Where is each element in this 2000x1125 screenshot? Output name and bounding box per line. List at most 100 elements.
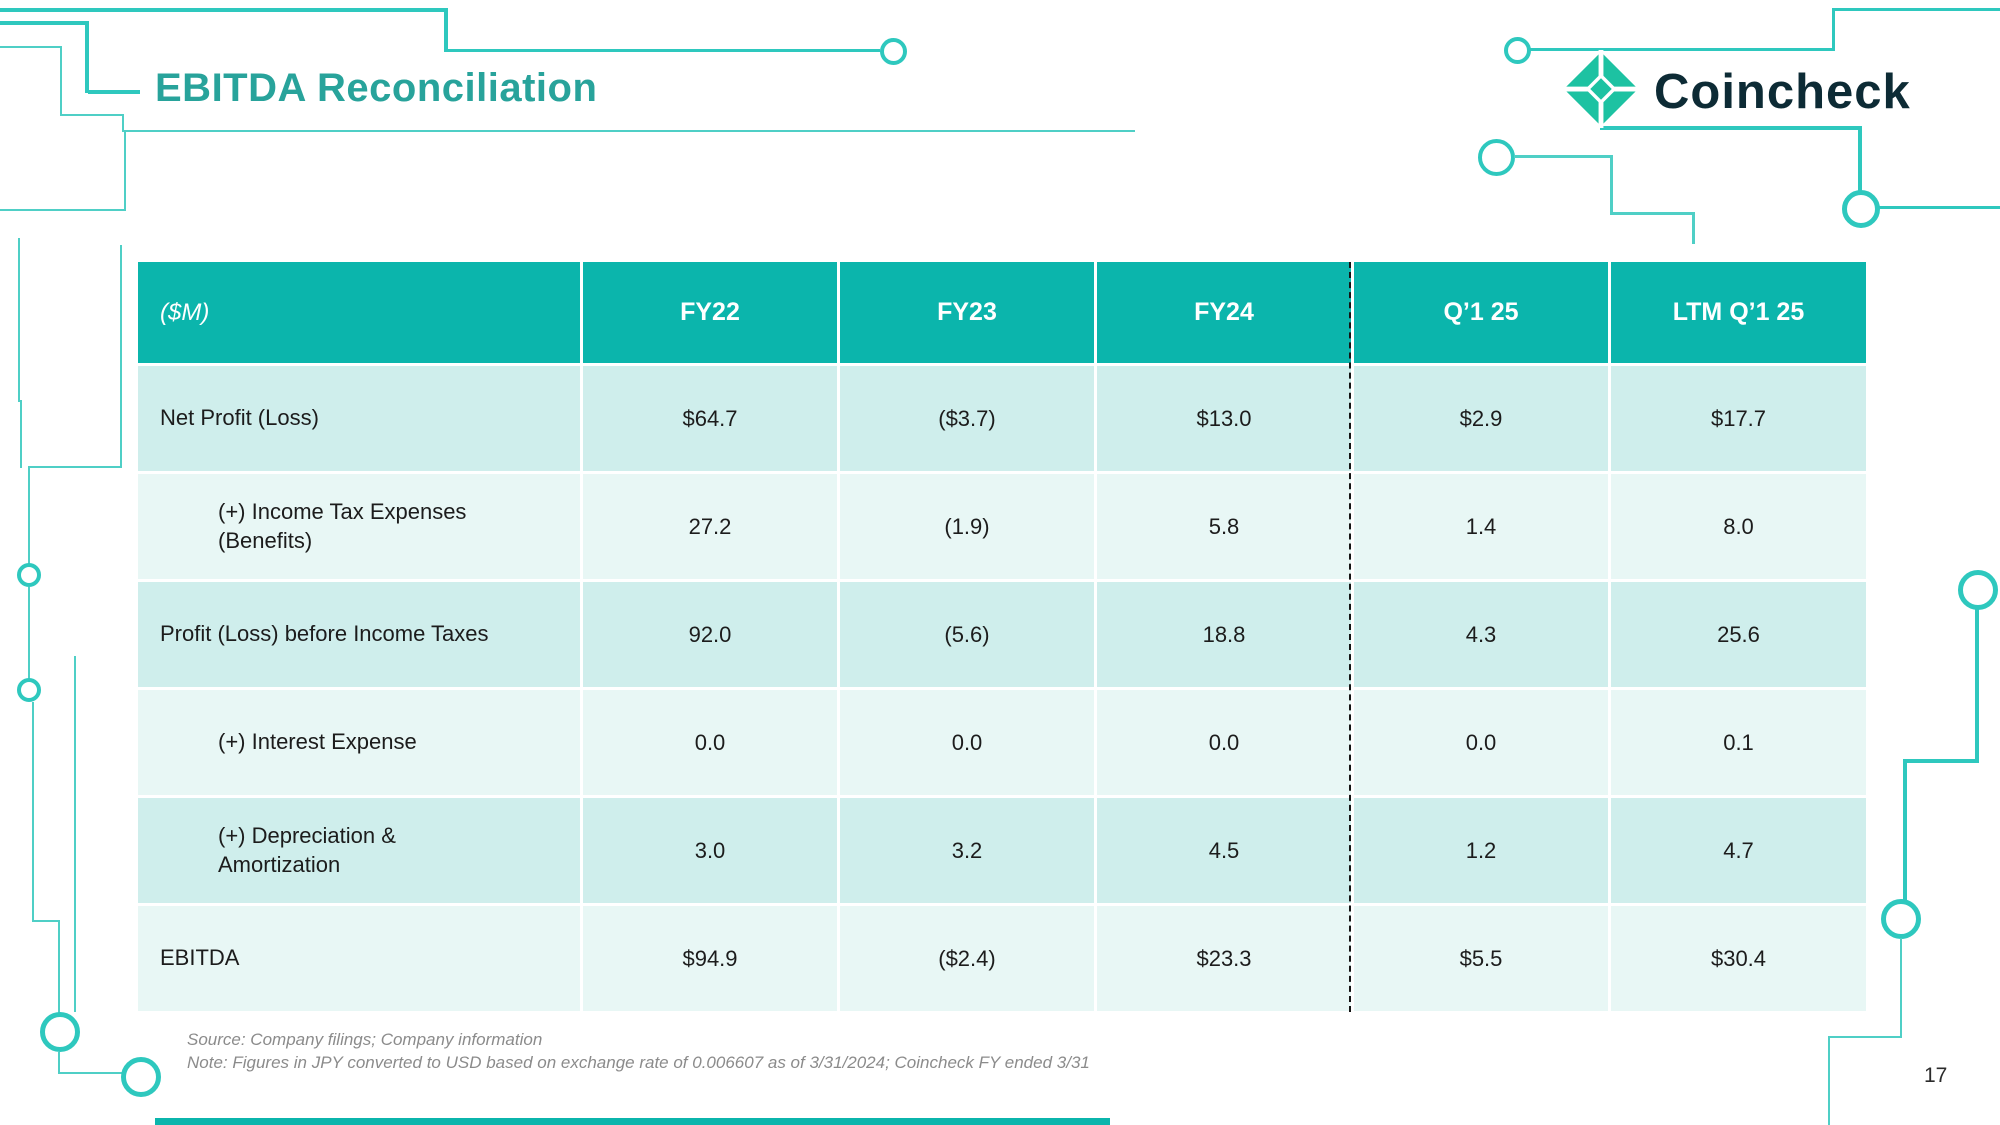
circuit-line bbox=[32, 920, 60, 922]
period-divider-dashed-line bbox=[1349, 262, 1351, 1012]
table-cell: 0.0 bbox=[1097, 690, 1351, 795]
circuit-line bbox=[20, 400, 22, 468]
circuit-line bbox=[0, 21, 88, 25]
table-cell: 4.5 bbox=[1097, 798, 1351, 903]
circuit-line bbox=[1610, 212, 1695, 215]
table-cell: 4.3 bbox=[1354, 582, 1608, 687]
circuit-line bbox=[1903, 759, 1907, 900]
source-note: Source: Company filings; Company informa… bbox=[187, 1030, 543, 1049]
circuit-line bbox=[28, 468, 30, 564]
page-number: 17 bbox=[1924, 1064, 1948, 1087]
row-label: EBITDA bbox=[138, 906, 580, 1011]
circuit-line bbox=[1610, 155, 1613, 215]
coincheck-logo: Coincheck bbox=[1562, 50, 1911, 133]
circuit-line bbox=[74, 656, 76, 1012]
circuit-line bbox=[32, 702, 34, 922]
circuit-node-circle bbox=[1881, 899, 1921, 939]
row-label: Net Profit (Loss) bbox=[138, 366, 580, 471]
coincheck-diamond-icon bbox=[1562, 50, 1640, 133]
column-header-fy23: FY23 bbox=[840, 262, 1094, 363]
table-cell: $2.9 bbox=[1354, 366, 1608, 471]
table-cell: 1.4 bbox=[1354, 474, 1608, 579]
circuit-node-circle bbox=[1504, 37, 1531, 64]
circuit-line bbox=[1903, 759, 1979, 763]
row-label: Profit (Loss) before Income Taxes bbox=[138, 582, 580, 687]
circuit-line bbox=[1530, 48, 1834, 51]
column-header-fy24: FY24 bbox=[1097, 262, 1351, 363]
table-cell: 5.8 bbox=[1097, 474, 1351, 579]
table-cell: 25.6 bbox=[1611, 582, 1866, 687]
circuit-line bbox=[1828, 1036, 1830, 1125]
circuit-node-circle bbox=[40, 1012, 80, 1052]
circuit-line bbox=[18, 238, 20, 402]
circuit-line bbox=[0, 46, 60, 48]
table-cell: $23.3 bbox=[1097, 906, 1351, 1011]
table-cell: 27.2 bbox=[583, 474, 837, 579]
circuit-line bbox=[58, 1072, 122, 1074]
circuit-node-circle bbox=[121, 1057, 161, 1097]
table-cell: 0.0 bbox=[583, 690, 837, 795]
circuit-line bbox=[1975, 609, 1979, 761]
circuit-line bbox=[60, 114, 124, 116]
circuit-line bbox=[0, 8, 447, 12]
table-cell: $13.0 bbox=[1097, 366, 1351, 471]
column-header-q1-25: Q’1 25 bbox=[1354, 262, 1608, 363]
table-cell: (5.6) bbox=[840, 582, 1094, 687]
title-underline bbox=[124, 130, 1135, 132]
table-cell: 0.0 bbox=[840, 690, 1094, 795]
circuit-line bbox=[88, 90, 140, 94]
circuit-line bbox=[1900, 938, 1902, 1038]
table-cell: $30.4 bbox=[1611, 906, 1866, 1011]
table-cell: 8.0 bbox=[1611, 474, 1866, 579]
table-cell: $5.5 bbox=[1354, 906, 1608, 1011]
circuit-line bbox=[122, 114, 124, 132]
circuit-line bbox=[85, 21, 89, 93]
circuit-line bbox=[60, 46, 62, 116]
table-cell: 0.1 bbox=[1611, 690, 1866, 795]
table-cell: (1.9) bbox=[840, 474, 1094, 579]
row-label: (+) Interest Expense bbox=[138, 690, 580, 795]
circuit-line bbox=[1832, 8, 1835, 51]
circuit-line bbox=[1832, 8, 2000, 11]
circuit-line bbox=[58, 1052, 60, 1074]
circuit-node-circle bbox=[1958, 570, 1998, 610]
table-cell: $94.9 bbox=[583, 906, 837, 1011]
table-cell: 3.2 bbox=[840, 798, 1094, 903]
page-title: EBITDA Reconciliation bbox=[155, 66, 598, 110]
table-cell: ($2.4) bbox=[840, 906, 1094, 1011]
bottom-accent-bar bbox=[155, 1118, 1110, 1125]
circuit-line bbox=[1514, 155, 1612, 158]
table-cell: 3.0 bbox=[583, 798, 837, 903]
circuit-line bbox=[124, 130, 126, 211]
row-label: (+) Depreciation & Amortization bbox=[138, 798, 580, 903]
circuit-line bbox=[444, 8, 448, 52]
circuit-line bbox=[1828, 1036, 1902, 1038]
circuit-line bbox=[120, 245, 122, 468]
table-cell: 0.0 bbox=[1354, 690, 1608, 795]
circuit-line bbox=[28, 587, 30, 679]
table-cell: 92.0 bbox=[583, 582, 837, 687]
circuit-line bbox=[1858, 126, 1862, 192]
table-cell: $17.7 bbox=[1611, 366, 1866, 471]
footnotes: Source: Company filings; Company informa… bbox=[187, 1028, 1090, 1074]
table-cell: 18.8 bbox=[1097, 582, 1351, 687]
circuit-node-circle bbox=[17, 563, 41, 587]
table-cell: 4.7 bbox=[1611, 798, 1866, 903]
circuit-node-circle bbox=[880, 38, 907, 65]
fx-note: Note: Figures in JPY converted to USD ba… bbox=[187, 1053, 1090, 1072]
coincheck-logo-text: Coincheck bbox=[1654, 64, 1911, 119]
table-cell: $64.7 bbox=[583, 366, 837, 471]
circuit-line bbox=[1600, 126, 1862, 130]
table-cell: ($3.7) bbox=[840, 366, 1094, 471]
column-header-fy22: FY22 bbox=[583, 262, 837, 363]
column-header-unit: ($M) bbox=[138, 262, 580, 363]
circuit-node-circle bbox=[1478, 139, 1515, 176]
circuit-node-circle bbox=[1842, 190, 1880, 228]
circuit-line bbox=[58, 920, 60, 1014]
circuit-line bbox=[1692, 212, 1695, 244]
column-header-ltm-q1-25: LTM Q’1 25 bbox=[1611, 262, 1866, 363]
circuit-line bbox=[0, 209, 126, 211]
circuit-line bbox=[28, 466, 122, 468]
circuit-line bbox=[1879, 206, 2000, 209]
